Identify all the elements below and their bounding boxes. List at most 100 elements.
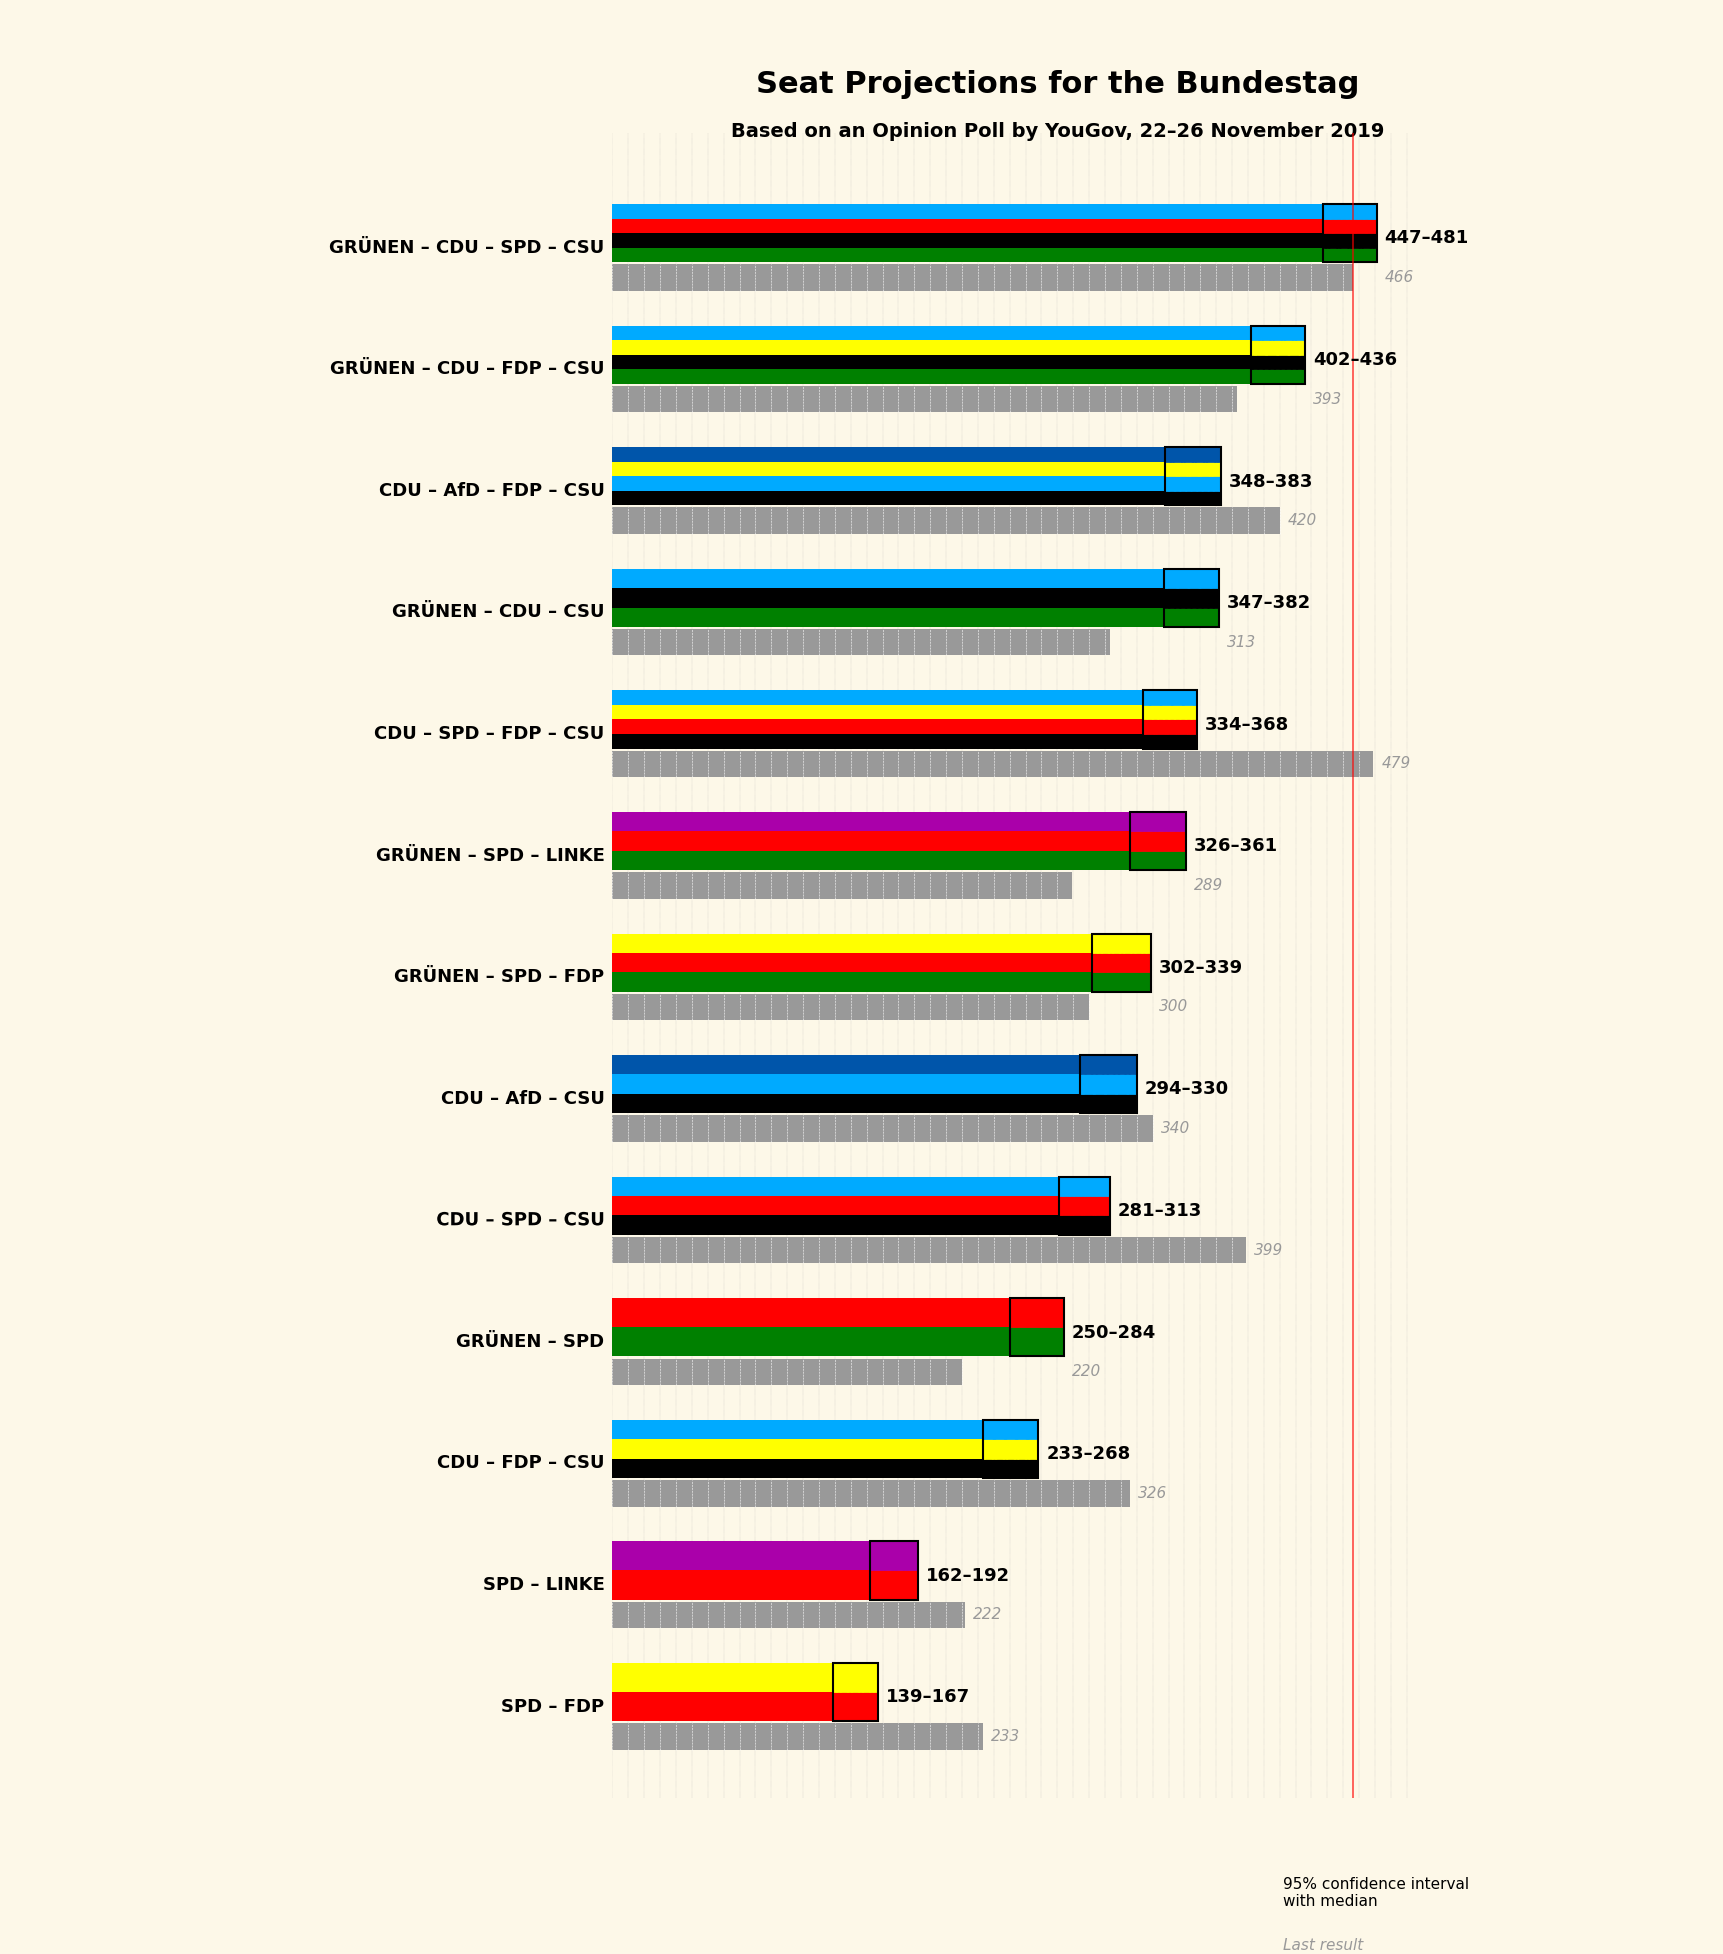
Bar bbox=[1165, 447, 1220, 506]
Bar bbox=[1058, 1215, 1110, 1235]
Bar bbox=[612, 629, 1110, 655]
Bar bbox=[612, 461, 1165, 477]
Bar bbox=[1079, 1055, 1135, 1114]
Text: 233–268: 233–268 bbox=[1046, 1446, 1130, 1464]
Bar bbox=[612, 973, 1092, 993]
Bar bbox=[1079, 1075, 1135, 1094]
Text: 289: 289 bbox=[1194, 877, 1223, 893]
Bar bbox=[612, 850, 1130, 870]
Bar bbox=[612, 1196, 1058, 1215]
Bar bbox=[612, 569, 1163, 588]
Bar bbox=[1010, 1297, 1063, 1356]
Bar bbox=[1251, 326, 1304, 340]
Bar bbox=[1251, 326, 1304, 383]
Bar bbox=[1165, 461, 1220, 477]
Bar bbox=[1092, 934, 1151, 993]
Bar bbox=[612, 690, 1142, 705]
Bar bbox=[612, 477, 1165, 490]
Bar bbox=[612, 1571, 870, 1600]
Bar bbox=[1130, 813, 1185, 870]
Text: 139–167: 139–167 bbox=[886, 1688, 970, 1706]
Bar bbox=[1058, 1196, 1110, 1215]
Bar bbox=[1142, 690, 1196, 705]
Text: 399: 399 bbox=[1254, 1243, 1284, 1258]
Bar bbox=[1165, 477, 1220, 490]
Bar bbox=[1092, 934, 1151, 954]
Bar bbox=[1142, 719, 1196, 735]
Bar bbox=[1079, 1094, 1135, 1114]
Bar bbox=[1322, 219, 1377, 233]
Text: CDU – SPD – CSU: CDU – SPD – CSU bbox=[436, 1211, 605, 1229]
Bar bbox=[1165, 447, 1220, 461]
Text: SPD – LINKE: SPD – LINKE bbox=[482, 1577, 605, 1594]
Bar bbox=[832, 1663, 877, 1692]
Bar bbox=[1215, 1862, 1278, 1925]
Bar bbox=[612, 1116, 1153, 1141]
Bar bbox=[612, 871, 1072, 899]
Text: 250–284: 250–284 bbox=[1072, 1323, 1154, 1342]
Bar bbox=[612, 1421, 982, 1440]
Bar bbox=[612, 995, 1089, 1020]
Bar bbox=[612, 813, 1130, 830]
Bar bbox=[1079, 1055, 1135, 1075]
Bar bbox=[612, 369, 1251, 383]
Bar bbox=[832, 1663, 877, 1721]
Bar bbox=[612, 608, 1163, 627]
Bar bbox=[612, 1297, 1010, 1327]
Bar bbox=[612, 588, 1163, 608]
Bar bbox=[832, 1692, 877, 1721]
Bar bbox=[612, 830, 1130, 850]
Text: 326: 326 bbox=[1137, 1485, 1166, 1501]
Bar bbox=[1142, 690, 1196, 748]
Bar bbox=[1163, 588, 1218, 608]
Text: 300: 300 bbox=[1158, 1000, 1187, 1014]
Text: CDU – SPD – FDP – CSU: CDU – SPD – FDP – CSU bbox=[374, 725, 605, 743]
Bar bbox=[1322, 203, 1377, 219]
Bar bbox=[870, 1542, 917, 1571]
Bar bbox=[612, 1663, 832, 1692]
Bar bbox=[612, 705, 1142, 719]
Bar bbox=[612, 1692, 832, 1721]
Bar bbox=[612, 1075, 1079, 1094]
Bar bbox=[1163, 569, 1218, 588]
Bar bbox=[1130, 830, 1185, 850]
Text: 222: 222 bbox=[972, 1608, 1001, 1622]
Bar bbox=[1163, 569, 1218, 627]
Bar bbox=[1163, 608, 1218, 627]
Bar bbox=[612, 233, 1322, 248]
Text: GRÜNEN – CDU – CSU: GRÜNEN – CDU – CSU bbox=[391, 604, 605, 621]
Text: 340: 340 bbox=[1160, 1122, 1189, 1135]
Bar bbox=[612, 1215, 1058, 1235]
Text: 281–313: 281–313 bbox=[1117, 1202, 1201, 1219]
Text: 447–481: 447–481 bbox=[1384, 229, 1468, 248]
Text: 162–192: 162–192 bbox=[925, 1567, 1010, 1585]
Text: 326–361: 326–361 bbox=[1194, 838, 1277, 856]
Bar bbox=[1130, 813, 1185, 830]
Text: GRÜNEN – SPD – LINKE: GRÜNEN – SPD – LINKE bbox=[376, 846, 605, 864]
Bar bbox=[612, 934, 1092, 954]
Bar bbox=[612, 1237, 1246, 1264]
Text: SPD – FDP: SPD – FDP bbox=[501, 1698, 605, 1716]
Bar bbox=[1092, 973, 1151, 993]
Text: Based on an Opinion Poll by YouGov, 22–26 November 2019: Based on an Opinion Poll by YouGov, 22–2… bbox=[731, 121, 1384, 141]
Text: 347–382: 347–382 bbox=[1227, 594, 1311, 612]
Bar bbox=[612, 447, 1165, 461]
Text: 294–330: 294–330 bbox=[1144, 1081, 1228, 1098]
Bar bbox=[982, 1421, 1037, 1477]
Bar bbox=[612, 1723, 982, 1749]
Bar bbox=[612, 1440, 982, 1458]
Text: 302–339: 302–339 bbox=[1158, 959, 1242, 977]
Bar bbox=[612, 356, 1251, 369]
Text: GRÜNEN – SPD – FDP: GRÜNEN – SPD – FDP bbox=[395, 967, 605, 987]
Bar bbox=[982, 1440, 1037, 1458]
Bar bbox=[612, 954, 1092, 973]
Bar bbox=[1058, 1176, 1110, 1235]
Bar bbox=[1130, 850, 1185, 870]
Text: 220: 220 bbox=[1072, 1364, 1101, 1380]
Bar bbox=[612, 1458, 982, 1477]
Bar bbox=[982, 1421, 1037, 1440]
Text: 420: 420 bbox=[1287, 514, 1316, 528]
Bar bbox=[612, 1327, 1010, 1356]
Text: Last result: Last result bbox=[1282, 1938, 1363, 1954]
Bar bbox=[612, 1542, 870, 1571]
